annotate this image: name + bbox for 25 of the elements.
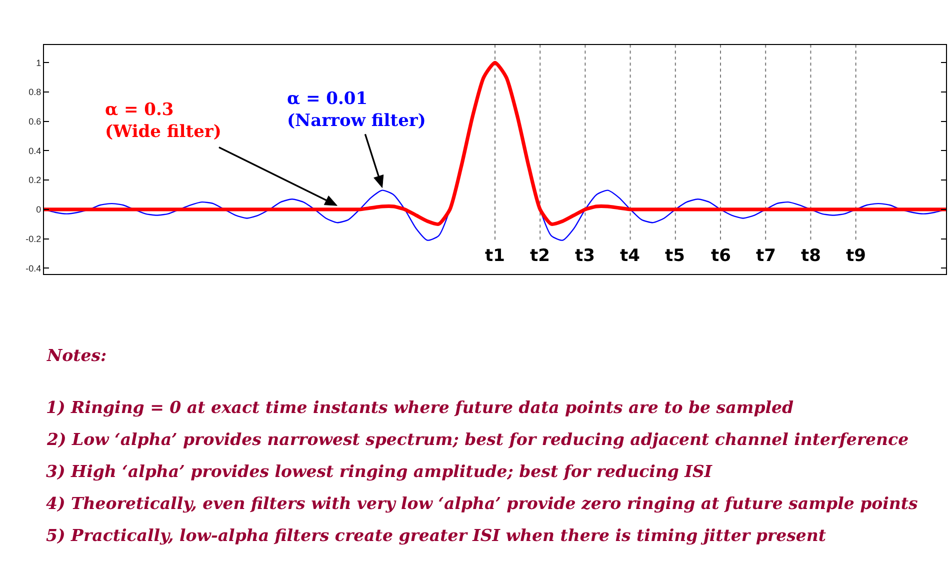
text: α = 0.3 (Wide filter) xyxy=(105,100,222,142)
x-tick-label: t5 xyxy=(665,246,685,266)
y-tick-label: 1 xyxy=(36,58,42,68)
x-tick-label: t8 xyxy=(801,246,821,266)
text: 5) Practically, low-alpha filters create greater ISI when there is timing jitter present xyxy=(46,526,826,545)
x-tick-label: t4 xyxy=(620,246,640,266)
y-tick-label: -0.4 xyxy=(26,263,42,274)
text: 1) Ringing = 0 at exact time instants where future data points are to be sampled xyxy=(46,398,794,417)
x-tick-label: t2 xyxy=(530,246,550,266)
x-tick-label: t7 xyxy=(756,246,776,266)
text: 3) High ‘alpha’ provides lowest ringing amplitude; best for reducing ISI xyxy=(46,462,714,481)
y-tick-label: 0.8 xyxy=(28,87,42,98)
y-tick-label: 0.2 xyxy=(28,175,42,186)
y-tick-label: 0.4 xyxy=(28,146,42,156)
x-tick-label: t6 xyxy=(711,246,731,266)
y-tick-label: -0.2 xyxy=(26,234,42,244)
text: α = 0.01 (Narrow filter) xyxy=(287,89,426,132)
text: 4) Theoretically, even filters with very low ‘alpha’ provide zero ringing at future sample points xyxy=(46,494,918,513)
y-tick-label: 0 xyxy=(36,204,42,215)
text: Notes: xyxy=(46,346,107,365)
text: 2) Low ‘alpha’ provides narrowest spectrum; best for reducing adjacent channel interference xyxy=(46,430,909,449)
x-tick-label: t3 xyxy=(575,246,595,266)
y-tick-label: 0.6 xyxy=(28,116,42,126)
x-tick-label: t1 xyxy=(485,246,505,266)
x-tick-label: t9 xyxy=(846,246,866,266)
